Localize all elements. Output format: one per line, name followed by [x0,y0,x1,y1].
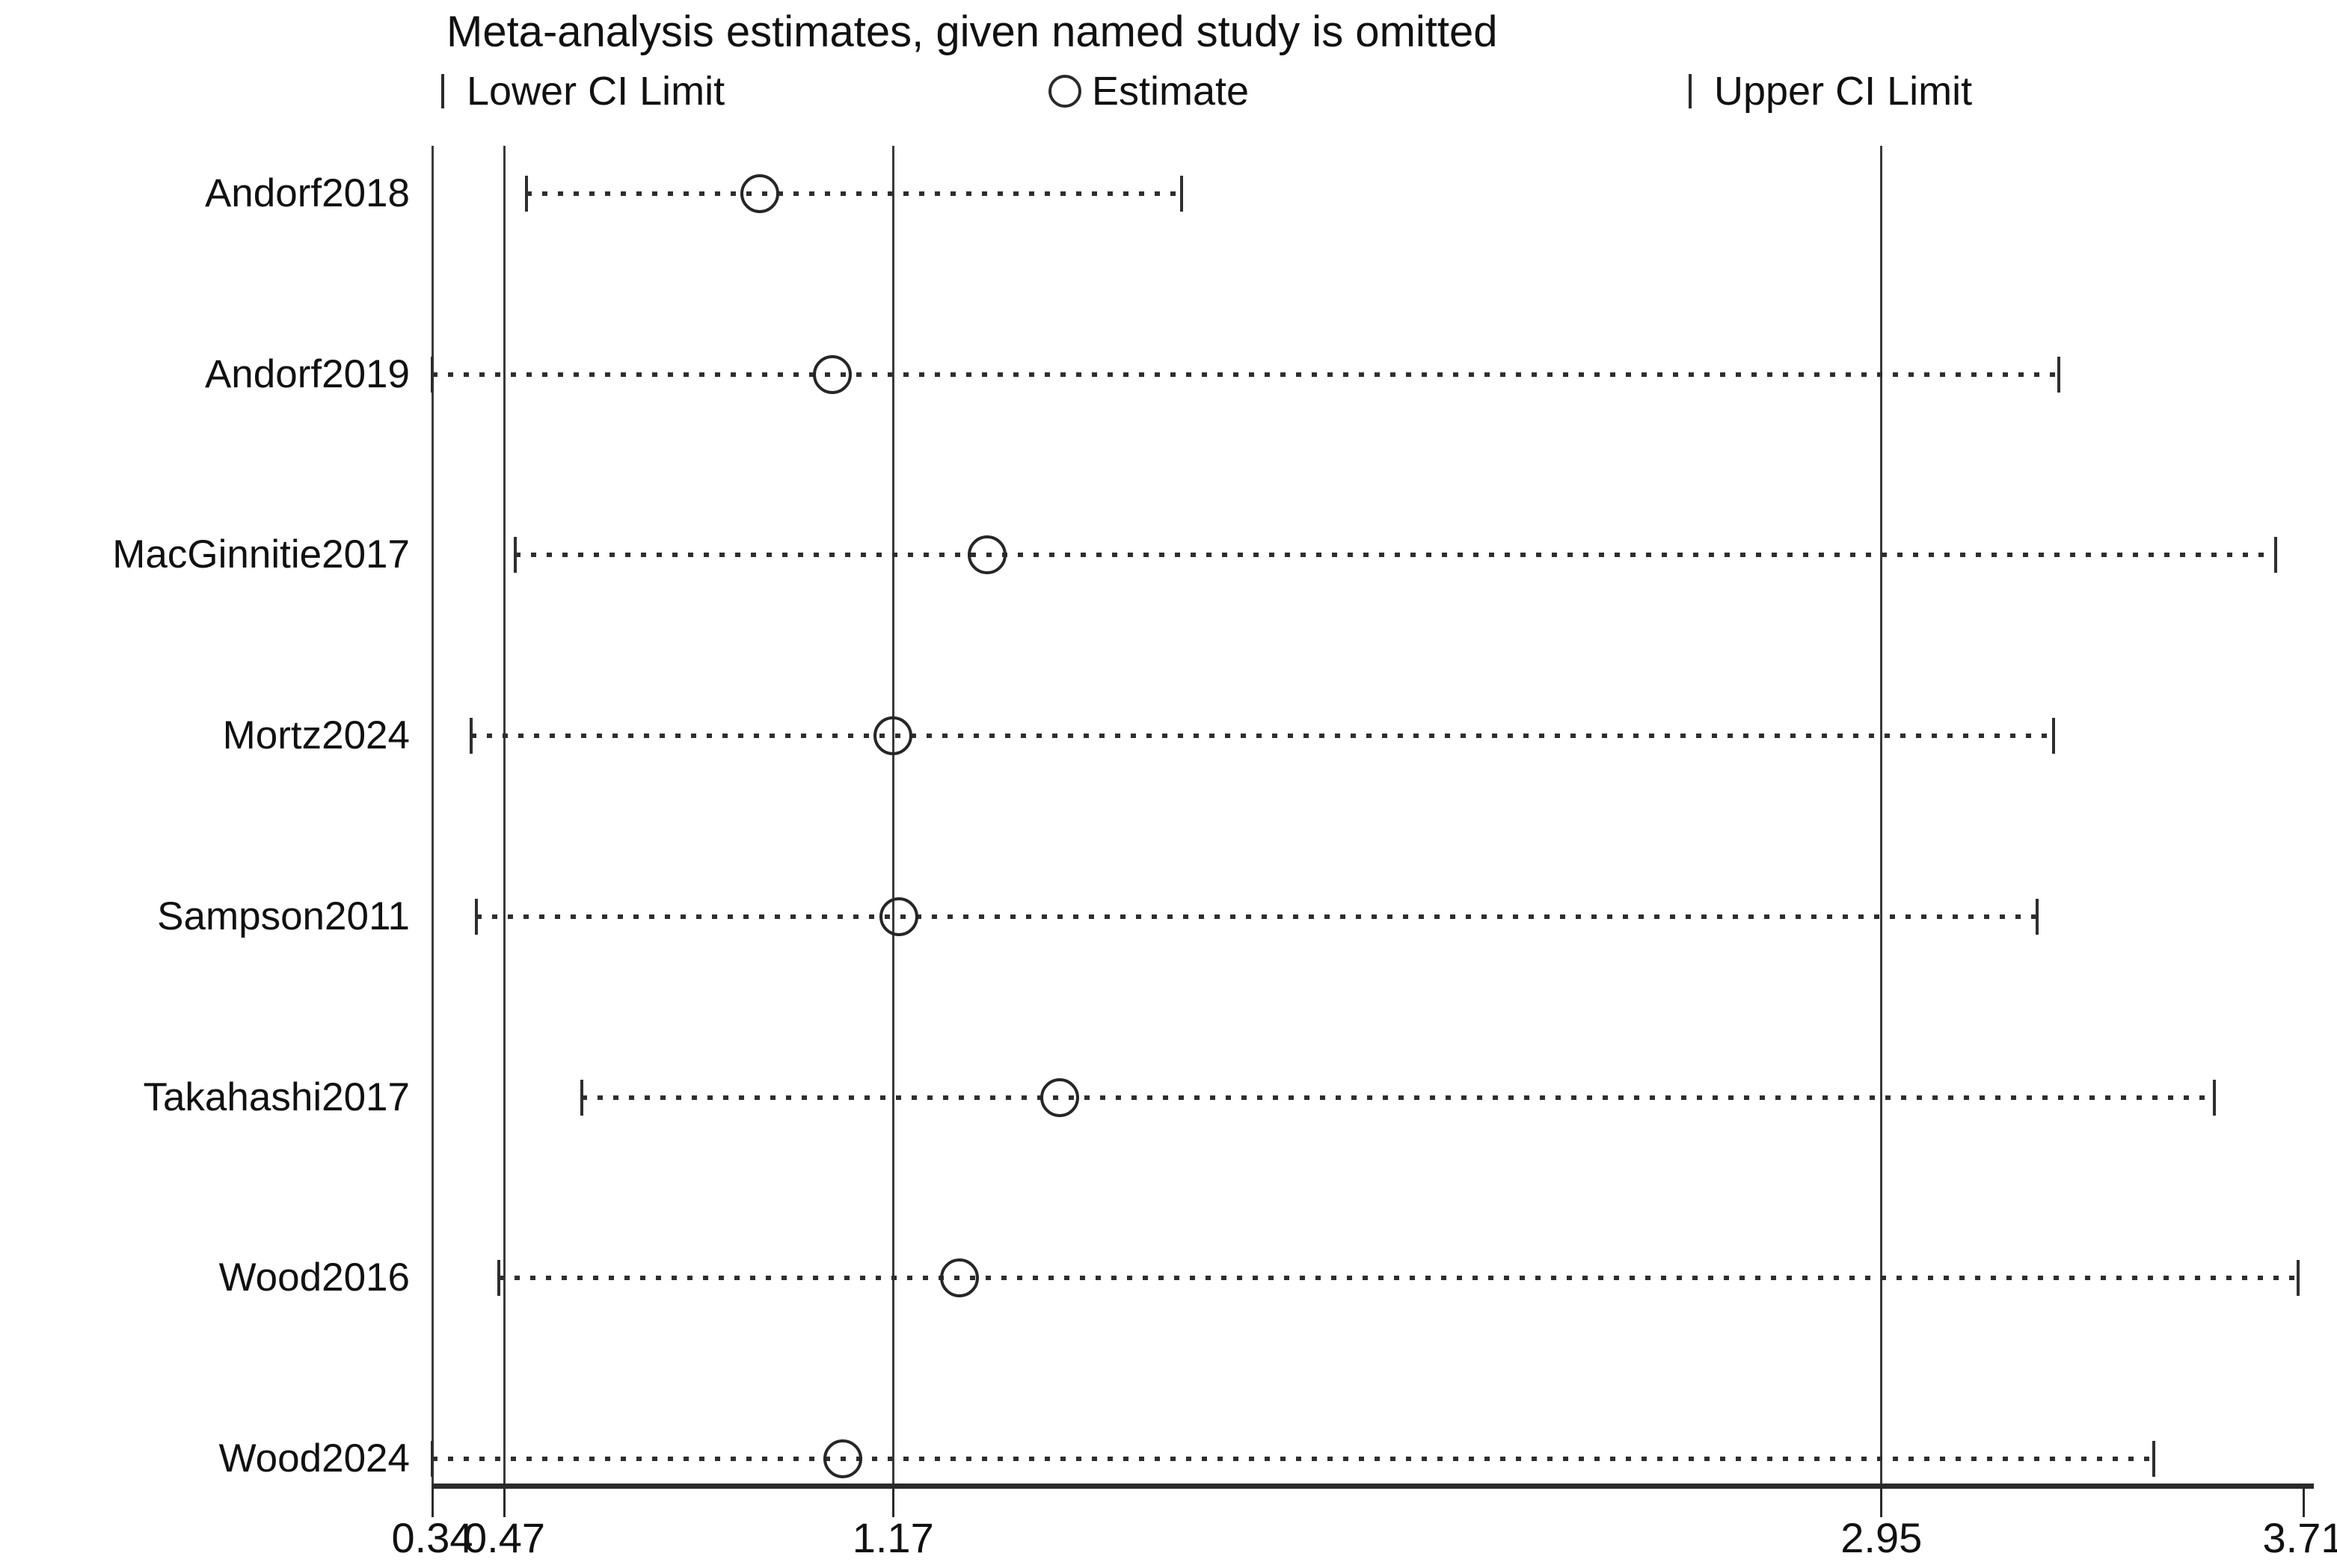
estimate-circle [812,354,852,394]
lower-ci-tick [475,898,479,935]
legend-upper-label: Upper CI Limit [1714,69,1973,114]
ci-line [515,553,2276,558]
upper-ci-tick [2273,537,2277,574]
ci-line [476,914,2037,919]
x-axis-line [432,1484,2314,1489]
reference-line [503,146,506,1516]
upper-ci-tick [2296,1260,2300,1297]
legend-lower-label: Lower CI Limit [467,69,725,114]
x-tick-label: 1.17 [852,1514,934,1561]
lower-ci-tick [431,1440,434,1477]
x-tick-label: 3.71 [2262,1514,2337,1561]
lower-ci-tick-icon [441,74,444,108]
study-label: Sampson2011 [157,894,410,938]
estimate-circle [879,897,918,936]
x-tick [2302,1486,2305,1517]
estimate-circle [873,716,913,756]
ci-line [582,1095,2215,1100]
x-tick-label: 0.47 [464,1514,546,1561]
study-label: MacGinnitie2017 [112,532,410,577]
ci-line [470,734,2054,739]
estimate-circle [968,535,1007,575]
upper-ci-tick [2035,898,2039,935]
ci-line [526,191,1182,196]
x-tick [503,1486,506,1517]
chart-title: Meta-analysis estimates, given named stu… [446,7,1498,56]
legend-estimate-label: Estimate [1092,69,1250,114]
study-label: Andorf2019 [204,351,410,396]
upper-ci-tick [2051,718,2055,754]
study-label: Andorf2018 [204,171,410,215]
study-label: Wood2024 [218,1436,410,1481]
study-label: Takahashi2017 [143,1074,410,1119]
lower-ci-tick [431,356,434,393]
upper-ci-tick-icon [1689,74,1692,108]
x-tick [431,1486,434,1517]
estimate-circle [823,1439,863,1478]
lower-ci-tick [525,176,529,212]
reference-line [891,146,894,1516]
upper-ci-tick [2057,356,2061,393]
upper-ci-tick [2213,1079,2217,1116]
lower-ci-tick [469,718,473,754]
x-tick [891,1486,894,1517]
ci-line [432,372,2060,377]
x-tick [1880,1486,1883,1517]
estimate-circle [940,1258,980,1298]
upper-ci-tick [2152,1440,2155,1477]
study-label: Wood2016 [218,1255,410,1300]
upper-ci-tick [1180,176,1184,212]
x-tick-label: 0.34 [391,1514,473,1561]
ci-line [432,1456,2154,1461]
estimate-circle [740,174,780,213]
study-label: Mortz2024 [222,713,410,758]
estimate-circle-icon [1048,75,1081,108]
x-tick-label: 2.95 [1840,1514,1923,1561]
lower-ci-tick [497,1260,501,1297]
y-axis-line [431,146,434,1516]
estimate-circle [1039,1077,1079,1117]
lower-ci-tick [580,1079,584,1116]
ci-line [499,1276,2298,1281]
reference-line [1880,146,1883,1516]
lower-ci-tick [514,537,518,574]
